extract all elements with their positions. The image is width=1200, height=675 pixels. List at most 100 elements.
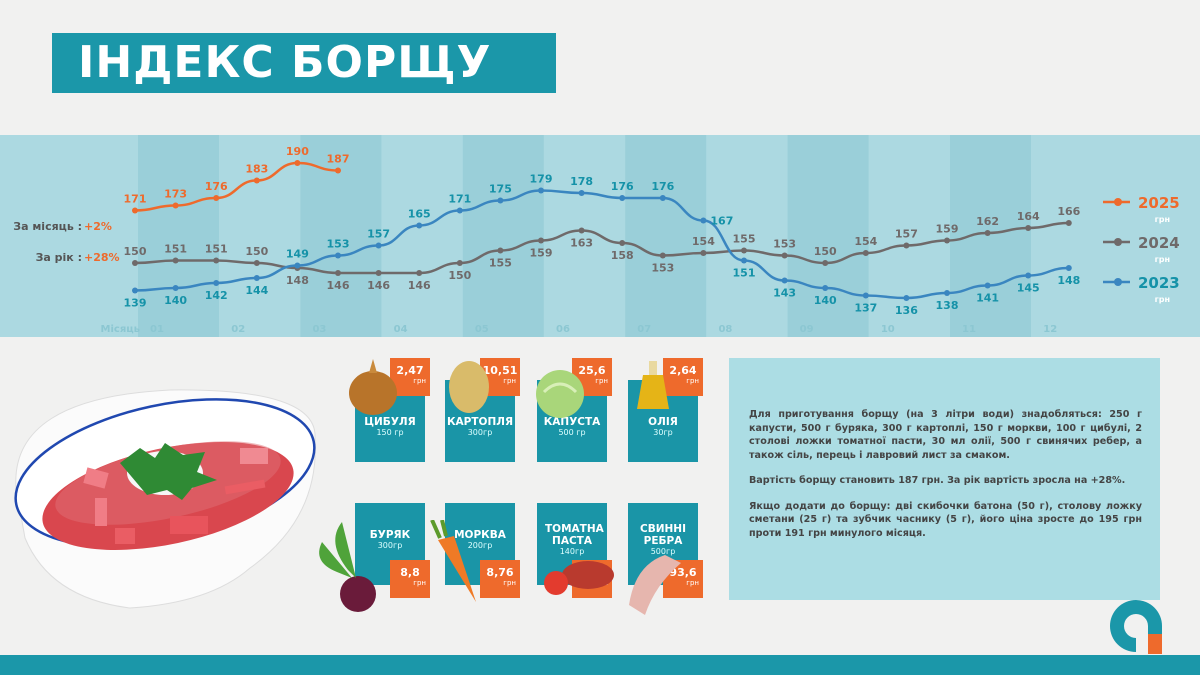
data-point [619, 195, 626, 201]
data-point [132, 287, 138, 294]
bottom-bar [0, 655, 1200, 675]
data-point [213, 195, 220, 201]
data-label: 151 [164, 243, 187, 256]
data-point [253, 275, 260, 281]
data-point [700, 250, 707, 256]
data-label: 142 [205, 289, 228, 302]
x-tick-label: 11 [962, 324, 976, 335]
data-point [1065, 265, 1072, 271]
data-point [862, 292, 869, 299]
price-chart: Місяць 01 02 03 04 05 06 07 08 09 10 11 12 За місяць … [0, 135, 1200, 337]
borscht-bowl-image [14, 389, 316, 609]
data-point [1025, 225, 1032, 231]
data-label: 153 [773, 238, 796, 251]
legend-unit: грн [1155, 295, 1170, 304]
data-point [213, 257, 220, 264]
x-tick-label: 10 [881, 324, 895, 335]
ingredient-quantity: 500 гр [558, 428, 586, 437]
ingredient-price: 8,76 грн [480, 560, 520, 598]
data-point [659, 252, 666, 259]
data-label: 171 [124, 193, 147, 206]
ingredient-quantity: 200гр [467, 541, 493, 550]
data-point [741, 257, 747, 264]
month-stripe [138, 135, 219, 337]
data-point [294, 262, 301, 269]
data-label: 166 [1057, 205, 1080, 218]
data-label: 151 [205, 243, 228, 256]
data-point [253, 260, 260, 266]
x-tick-label: 12 [1043, 324, 1057, 335]
price-unit: грн [413, 377, 426, 385]
data-label: 175 [489, 183, 512, 196]
data-label: 150 [245, 245, 268, 258]
data-point [294, 160, 301, 166]
data-label: 138 [936, 299, 959, 312]
beet-icon [319, 522, 376, 612]
data-point [538, 237, 544, 244]
title-bar [52, 33, 556, 93]
data-point [659, 195, 666, 201]
data-label: 178 [570, 175, 593, 188]
month-stripe [950, 135, 1031, 337]
data-label: 154 [854, 235, 877, 248]
price-unit: грн [503, 377, 516, 385]
data-label: 157 [895, 228, 918, 241]
onion-icon [349, 359, 397, 415]
x-tick-label: 06 [556, 324, 570, 335]
legend-marker [1114, 278, 1122, 286]
legend-marker [1114, 198, 1122, 206]
x-tick-label: 09 [800, 324, 814, 335]
data-label: 179 [530, 173, 553, 186]
data-point [862, 250, 869, 256]
data-label: 153 [327, 238, 350, 251]
data-point [822, 285, 829, 291]
price-unit: грн [686, 579, 699, 587]
data-label: 153 [651, 262, 674, 275]
info-panel: Для приготування борщу (на 3 літри води)… [729, 358, 1160, 600]
legend-label: 2023 [1138, 274, 1180, 292]
data-point [781, 252, 788, 259]
data-point [172, 285, 179, 291]
page-title: ІНДЕКС БОРЩУ [78, 37, 492, 88]
ingredient-quantity: 300гр [467, 428, 493, 437]
legend-unit: грн [1155, 215, 1170, 224]
data-point [172, 257, 179, 264]
data-label: 146 [367, 279, 390, 292]
potato-icon [449, 361, 489, 413]
price-value: 10,51 [482, 364, 518, 377]
logo [1110, 600, 1162, 654]
ingredient-quantity: 500гр [650, 547, 676, 556]
data-point [1025, 272, 1032, 279]
x-tick-label: 02 [231, 324, 245, 335]
data-point [619, 240, 626, 246]
pork-ribs-icon [629, 555, 681, 615]
price-unit: грн [503, 579, 516, 587]
data-point [944, 290, 950, 296]
data-label: 162 [976, 215, 999, 228]
data-label: 151 [733, 267, 756, 280]
data-label: 141 [976, 292, 999, 305]
data-point [335, 167, 341, 174]
ingredient-price: 8,8 грн [390, 560, 430, 598]
data-label: 143 [773, 287, 796, 300]
ingredient-quantity: 140гр [559, 547, 585, 556]
data-label: 148 [286, 274, 309, 287]
stat-year-label: За рік : [36, 251, 82, 264]
data-label: 149 [286, 248, 309, 261]
price-unit: грн [595, 377, 608, 385]
data-label: 159 [530, 247, 553, 260]
ingredient-price: 2,64 грн [663, 358, 703, 396]
x-axis-label: Місяць [101, 324, 140, 335]
data-label: 171 [448, 193, 471, 206]
ingredient-name: ЦИБУЛЯ [364, 416, 416, 428]
data-label: 154 [692, 235, 715, 248]
data-label: 155 [489, 257, 512, 270]
data-label: 150 [448, 269, 471, 282]
legend-marker [1114, 238, 1122, 246]
x-tick-label: 05 [475, 324, 489, 335]
data-point [132, 260, 138, 266]
data-point [456, 207, 463, 214]
month-stripe [625, 135, 707, 337]
data-point [1065, 220, 1072, 226]
data-label: 150 [124, 245, 147, 258]
